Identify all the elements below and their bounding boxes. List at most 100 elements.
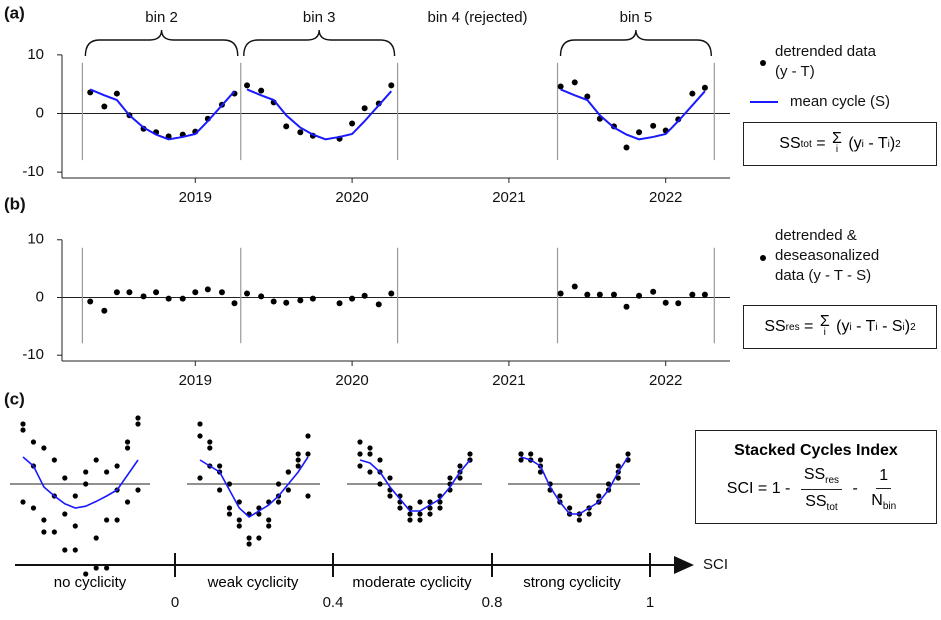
data-point — [72, 547, 78, 553]
y-tick-label: 10 — [27, 46, 44, 63]
panel-label: (b) — [4, 194, 26, 213]
x-tick-label: 2021 — [492, 372, 525, 389]
y-tick-label: -10 — [22, 346, 44, 363]
formula-part: Σ — [831, 130, 842, 147]
y-tick-label: 0 — [36, 288, 44, 305]
data-point — [387, 493, 393, 499]
data-point — [258, 293, 265, 300]
data-point — [93, 535, 99, 541]
formula-part: = — [811, 135, 830, 152]
data-point — [207, 445, 213, 451]
data-point — [417, 511, 423, 517]
data-point — [349, 120, 356, 127]
data-point — [126, 289, 133, 296]
data-point — [689, 90, 696, 97]
brace — [559, 29, 713, 57]
formula-part: i — [902, 321, 905, 333]
data-point — [417, 499, 423, 505]
formula-part: - T — [851, 318, 876, 335]
data-point — [537, 457, 544, 463]
data-point — [650, 288, 657, 295]
formula-part: i — [875, 321, 878, 333]
x-tick-label: 2019 — [179, 189, 212, 206]
y-tick-label: 10 — [27, 231, 44, 248]
data-point — [135, 487, 141, 493]
data-point — [20, 427, 26, 433]
data-point — [557, 83, 564, 90]
data-point — [51, 457, 57, 463]
legend-entry: mean cycle (S) — [790, 93, 891, 110]
data-point — [114, 463, 120, 469]
data-point — [375, 301, 382, 308]
bin-label: bin 3 — [303, 9, 336, 26]
data-point — [297, 129, 304, 136]
data-point — [407, 511, 413, 517]
data-point — [51, 529, 57, 535]
data-point — [625, 451, 631, 457]
formula-part: bin — [882, 500, 897, 512]
brace — [84, 29, 239, 57]
formula-part: i — [887, 138, 890, 150]
data-point — [584, 291, 591, 298]
data-point — [244, 290, 251, 297]
formula-part: Σ — [819, 313, 830, 330]
data-point — [388, 290, 395, 297]
data-point — [387, 475, 393, 481]
y-tick-label: 0 — [36, 104, 44, 121]
formula-part: SS — [764, 318, 786, 335]
formula-part: - T — [863, 135, 888, 152]
formula-part: ) — [904, 318, 911, 335]
category-label: weak cyclicity — [207, 574, 299, 591]
data-point — [662, 299, 669, 306]
arrow-head — [674, 556, 694, 574]
formula-part: SCI = 1 - — [726, 480, 795, 497]
formula-part: SS — [803, 465, 826, 483]
data-point — [246, 541, 252, 547]
data-point — [701, 84, 708, 91]
data-point — [30, 439, 37, 445]
data-point — [231, 300, 238, 307]
y-tick-label: -10 — [22, 163, 44, 180]
data-point — [41, 445, 47, 451]
formula-part: = — [799, 318, 818, 335]
formula-part: ) — [889, 135, 896, 152]
data-point — [101, 103, 108, 110]
mean-line — [22, 456, 139, 509]
data-point — [135, 421, 141, 427]
data-point — [101, 307, 108, 314]
formula-part: i — [849, 321, 852, 333]
box-title: Stacked Cycles Index — [734, 441, 898, 459]
data-point — [41, 517, 47, 523]
data-point — [236, 499, 242, 505]
data-point — [636, 129, 643, 136]
data-point — [72, 523, 78, 529]
bin-label: bin 4 (rejected) — [428, 9, 528, 26]
formula-part: tot — [826, 501, 838, 513]
data-point — [140, 293, 147, 300]
data-point — [275, 481, 282, 487]
x-tick-label: 2020 — [335, 189, 368, 206]
data-point — [283, 299, 290, 306]
data-point — [467, 451, 473, 457]
data-point — [83, 571, 89, 577]
data-point — [584, 93, 591, 100]
formula-part: tot — [800, 138, 812, 150]
data-point — [226, 481, 233, 487]
data-point — [113, 90, 120, 97]
data-point — [41, 529, 47, 535]
data-point — [605, 481, 612, 487]
data-point — [586, 511, 592, 517]
data-point — [361, 105, 368, 112]
data-point — [266, 517, 272, 523]
category-label: no cyclicity — [53, 574, 127, 591]
data-point — [357, 439, 363, 445]
formula-part: i — [823, 327, 826, 338]
data-point — [204, 286, 211, 293]
formula-part: i — [861, 138, 864, 150]
axis-label: SCI — [703, 556, 728, 573]
data-point — [135, 415, 141, 421]
data-point — [309, 295, 316, 302]
data-point — [388, 82, 395, 89]
